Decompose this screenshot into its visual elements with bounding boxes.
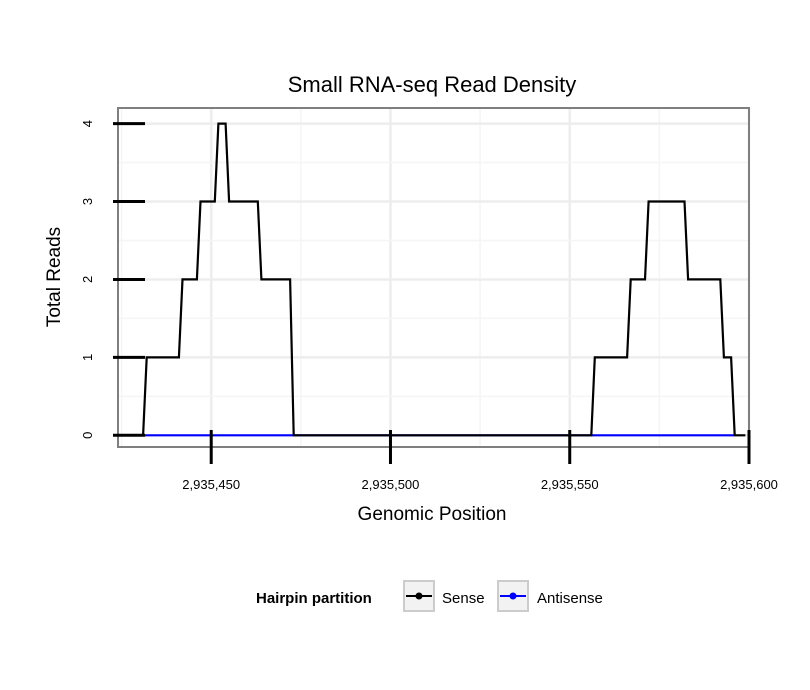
x-tick-label-3: 2,935,600 xyxy=(720,477,778,492)
y-tick-label-1: 1 xyxy=(80,354,95,361)
y-tick-label-4: 4 xyxy=(80,120,95,127)
x-axis-title: Genomic Position xyxy=(358,504,507,525)
plot-background xyxy=(118,108,749,447)
y-axis: 0 1 2 3 4 xyxy=(80,120,145,439)
legend-title: Hairpin partition xyxy=(256,590,372,607)
y-axis-title: Total Reads xyxy=(44,227,65,327)
legend-point-sense xyxy=(415,592,423,600)
legend-label-antisense: Antisense xyxy=(537,590,603,607)
legend: Hairpin partition Sense Antisense xyxy=(256,580,603,612)
x-tick-label-0: 2,935,450 xyxy=(182,477,240,492)
x-tick-label-2: 2,935,550 xyxy=(541,477,599,492)
legend-item-antisense: Antisense xyxy=(497,580,603,612)
legend-item-sense: Sense xyxy=(403,580,485,612)
series-line-sense xyxy=(132,122,746,437)
series-layer xyxy=(132,122,746,437)
legend-point-antisense xyxy=(509,592,517,600)
plot-border xyxy=(117,107,750,448)
plot-area xyxy=(117,107,751,448)
x-tick-label-1: 2,935,500 xyxy=(362,477,420,492)
y-tick-label-2: 2 xyxy=(80,276,95,283)
y-tick-label-0: 0 xyxy=(80,432,95,439)
legend-label-sense: Sense xyxy=(442,590,485,607)
chart-title: Small RNA-seq Read Density xyxy=(288,72,577,97)
x-axis: 2,935,450 2,935,500 2,935,550 2,935,600 xyxy=(182,430,778,492)
y-tick-label-3: 3 xyxy=(80,198,95,205)
